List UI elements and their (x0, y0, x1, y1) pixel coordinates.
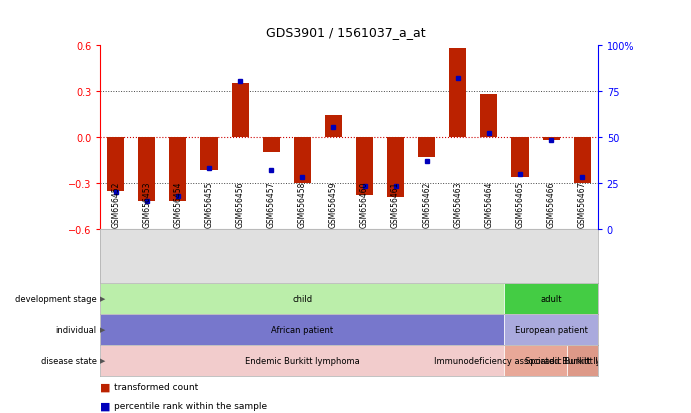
Text: Sporadic Burkitt lymphoma: Sporadic Burkitt lymphoma (524, 356, 640, 365)
Bar (449, 48, 466, 137)
Bar (504, 314, 598, 345)
Text: African patient: African patient (272, 325, 333, 334)
Text: percentile rank within the sample: percentile rank within the sample (114, 401, 267, 410)
Text: European patient: European patient (515, 325, 587, 334)
Text: adult: adult (540, 294, 562, 303)
Bar (200, 137, 218, 171)
Text: individual: individual (55, 325, 97, 334)
Bar (542, 137, 560, 140)
Text: development stage: development stage (15, 294, 97, 303)
Bar (138, 137, 155, 202)
Text: disease state: disease state (41, 356, 97, 365)
Bar (387, 137, 404, 197)
Bar (100, 283, 504, 314)
Bar (100, 345, 504, 376)
Bar (169, 137, 187, 202)
Text: ■: ■ (100, 382, 111, 392)
Bar (504, 345, 567, 376)
Bar (107, 137, 124, 192)
Bar (325, 116, 342, 137)
Bar (504, 283, 598, 314)
Bar (356, 137, 373, 195)
Bar (574, 137, 591, 183)
Bar (263, 137, 280, 153)
Text: ▶: ▶ (100, 357, 105, 363)
Text: GDS3901 / 1561037_a_at: GDS3901 / 1561037_a_at (265, 26, 426, 39)
Text: Endemic Burkitt lymphoma: Endemic Burkitt lymphoma (245, 356, 360, 365)
Bar (480, 95, 498, 137)
Bar (231, 84, 249, 137)
Text: ▶: ▶ (100, 295, 105, 301)
Text: Immunodeficiency associated Burkitt lymphoma: Immunodeficiency associated Burkitt lymp… (433, 356, 638, 365)
Bar (100, 314, 504, 345)
Bar (418, 137, 435, 157)
Bar (511, 137, 529, 177)
Bar (294, 137, 311, 183)
Bar (567, 345, 598, 376)
Text: transformed count: transformed count (114, 382, 198, 391)
Text: ■: ■ (100, 401, 111, 411)
Text: ▶: ▶ (100, 326, 105, 332)
Text: child: child (292, 294, 312, 303)
